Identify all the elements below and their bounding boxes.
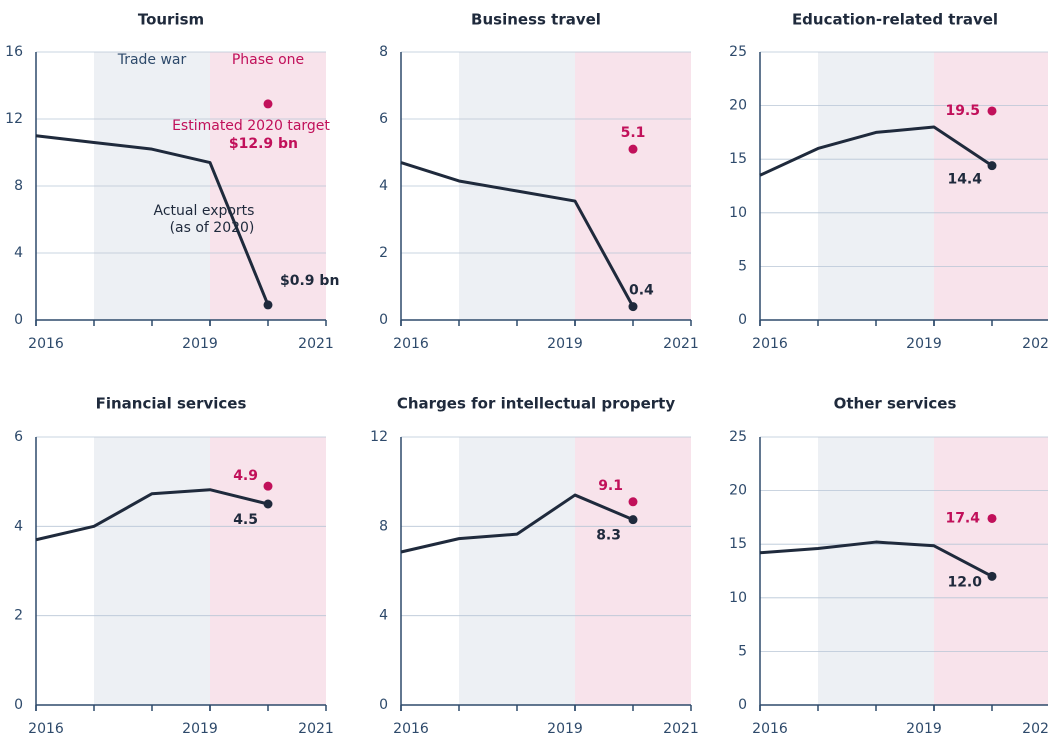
value-label: $0.9 bn	[280, 273, 339, 289]
target-point	[263, 99, 273, 109]
end-point	[628, 302, 638, 312]
x-tick-label: 2016	[393, 721, 429, 737]
end-point	[628, 515, 638, 525]
x-tick-label: 2019	[182, 336, 218, 352]
y-tick-label: 6	[14, 429, 23, 445]
line	[759, 125, 993, 177]
y-tick-label: 25	[729, 44, 747, 60]
y-tick-label: 12	[5, 111, 23, 127]
y-tick-label: 4	[14, 245, 23, 261]
x-tick-label: 2021	[663, 336, 699, 352]
period-shade	[459, 437, 575, 705]
value-label: 8.3	[596, 528, 621, 544]
panel-title: Education-related travel	[792, 11, 998, 29]
x-tick-label: 2021	[298, 721, 334, 737]
line	[35, 488, 269, 542]
y-tick-label: 20	[729, 98, 747, 114]
period-shade	[934, 437, 1048, 705]
y-tick-label: 6	[379, 111, 388, 127]
y-tick-label: 12	[370, 429, 388, 445]
target-label: $12.9 bn	[229, 136, 298, 152]
end-point	[987, 161, 997, 171]
y-tick-label: 16	[5, 44, 23, 60]
x-tick-label: 2019	[547, 721, 583, 737]
target-label: 19.5	[945, 103, 980, 119]
x-tick-label: 2019	[182, 721, 218, 737]
panel-title: Other services	[834, 395, 957, 413]
x-tick-label: 2016	[28, 721, 64, 737]
y-tick-label: 8	[379, 518, 388, 534]
y-tick-label: 8	[379, 44, 388, 60]
end-point	[987, 571, 997, 581]
panel-title: Financial services	[96, 395, 247, 413]
x-tick-label: 2016	[28, 336, 64, 352]
annotation: Actual exports	[154, 203, 255, 219]
period-label: Phase one	[232, 52, 304, 68]
end-point	[263, 499, 273, 509]
x-tick-label: 2016	[752, 336, 788, 352]
y-tick-label: 10	[729, 205, 747, 221]
y-tick-label: 4	[379, 178, 388, 194]
period-label: Trade war	[117, 52, 187, 68]
x-tick-label: 2021	[298, 336, 334, 352]
period-shade	[94, 437, 210, 705]
x-tick-label: 2016	[393, 336, 429, 352]
y-tick-label: 5	[738, 258, 747, 274]
y-tick-label: 10	[729, 590, 747, 606]
x-tick-label: 2021	[1022, 721, 1048, 737]
y-tick-label: 2	[14, 608, 23, 624]
target-label: 17.4	[945, 510, 980, 526]
period-shade	[818, 52, 934, 320]
period-shade	[575, 437, 691, 705]
end-point	[263, 300, 273, 310]
target-point	[628, 497, 638, 507]
y-tick-label: 4	[379, 608, 388, 624]
target-label: 9.1	[598, 478, 623, 494]
y-tick-label: 4	[14, 518, 23, 534]
y-tick-label: 5	[738, 643, 747, 659]
y-tick-label: 15	[729, 151, 747, 167]
target-point	[987, 106, 997, 116]
panel-title: Business travel	[471, 11, 601, 29]
annotation: Estimated 2020 target	[172, 118, 330, 134]
y-tick-label: 2	[379, 245, 388, 261]
line	[35, 134, 270, 306]
x-tick-label: 2019	[906, 721, 942, 737]
annotation: (as of 2020)	[170, 220, 255, 236]
y-tick-label: 0	[14, 312, 23, 328]
value-label: 4.5	[233, 512, 258, 528]
target-point	[628, 144, 638, 154]
x-tick-label: 2021	[1022, 336, 1048, 352]
period-shade	[818, 437, 934, 705]
x-tick-label: 2021	[663, 721, 699, 737]
target-label: 5.1	[621, 125, 646, 141]
x-tick-label: 2019	[547, 336, 583, 352]
target-label: 4.9	[233, 468, 258, 484]
y-tick-label: 0	[379, 312, 388, 328]
value-label: 14.4	[947, 172, 982, 188]
x-tick-label: 2016	[752, 721, 788, 737]
y-tick-label: 0	[379, 697, 388, 713]
y-tick-label: 20	[729, 483, 747, 499]
line	[759, 540, 993, 578]
panel-title: Charges for intellectual property	[397, 395, 675, 413]
line	[400, 493, 634, 554]
x-tick-label: 2019	[906, 336, 942, 352]
value-label: 12.0	[947, 574, 982, 590]
y-tick-label: 0	[738, 312, 747, 328]
panel-title: Tourism	[138, 11, 204, 29]
period-shade	[934, 52, 1048, 320]
y-tick-label: 8	[14, 178, 23, 194]
target-point	[263, 481, 273, 491]
line	[400, 161, 635, 308]
period-shade	[210, 437, 326, 705]
y-tick-label: 0	[738, 697, 747, 713]
value-label: 0.4	[629, 283, 654, 299]
target-point	[987, 513, 997, 523]
y-tick-label: 15	[729, 536, 747, 552]
y-tick-label: 25	[729, 429, 747, 445]
y-tick-label: 0	[14, 697, 23, 713]
